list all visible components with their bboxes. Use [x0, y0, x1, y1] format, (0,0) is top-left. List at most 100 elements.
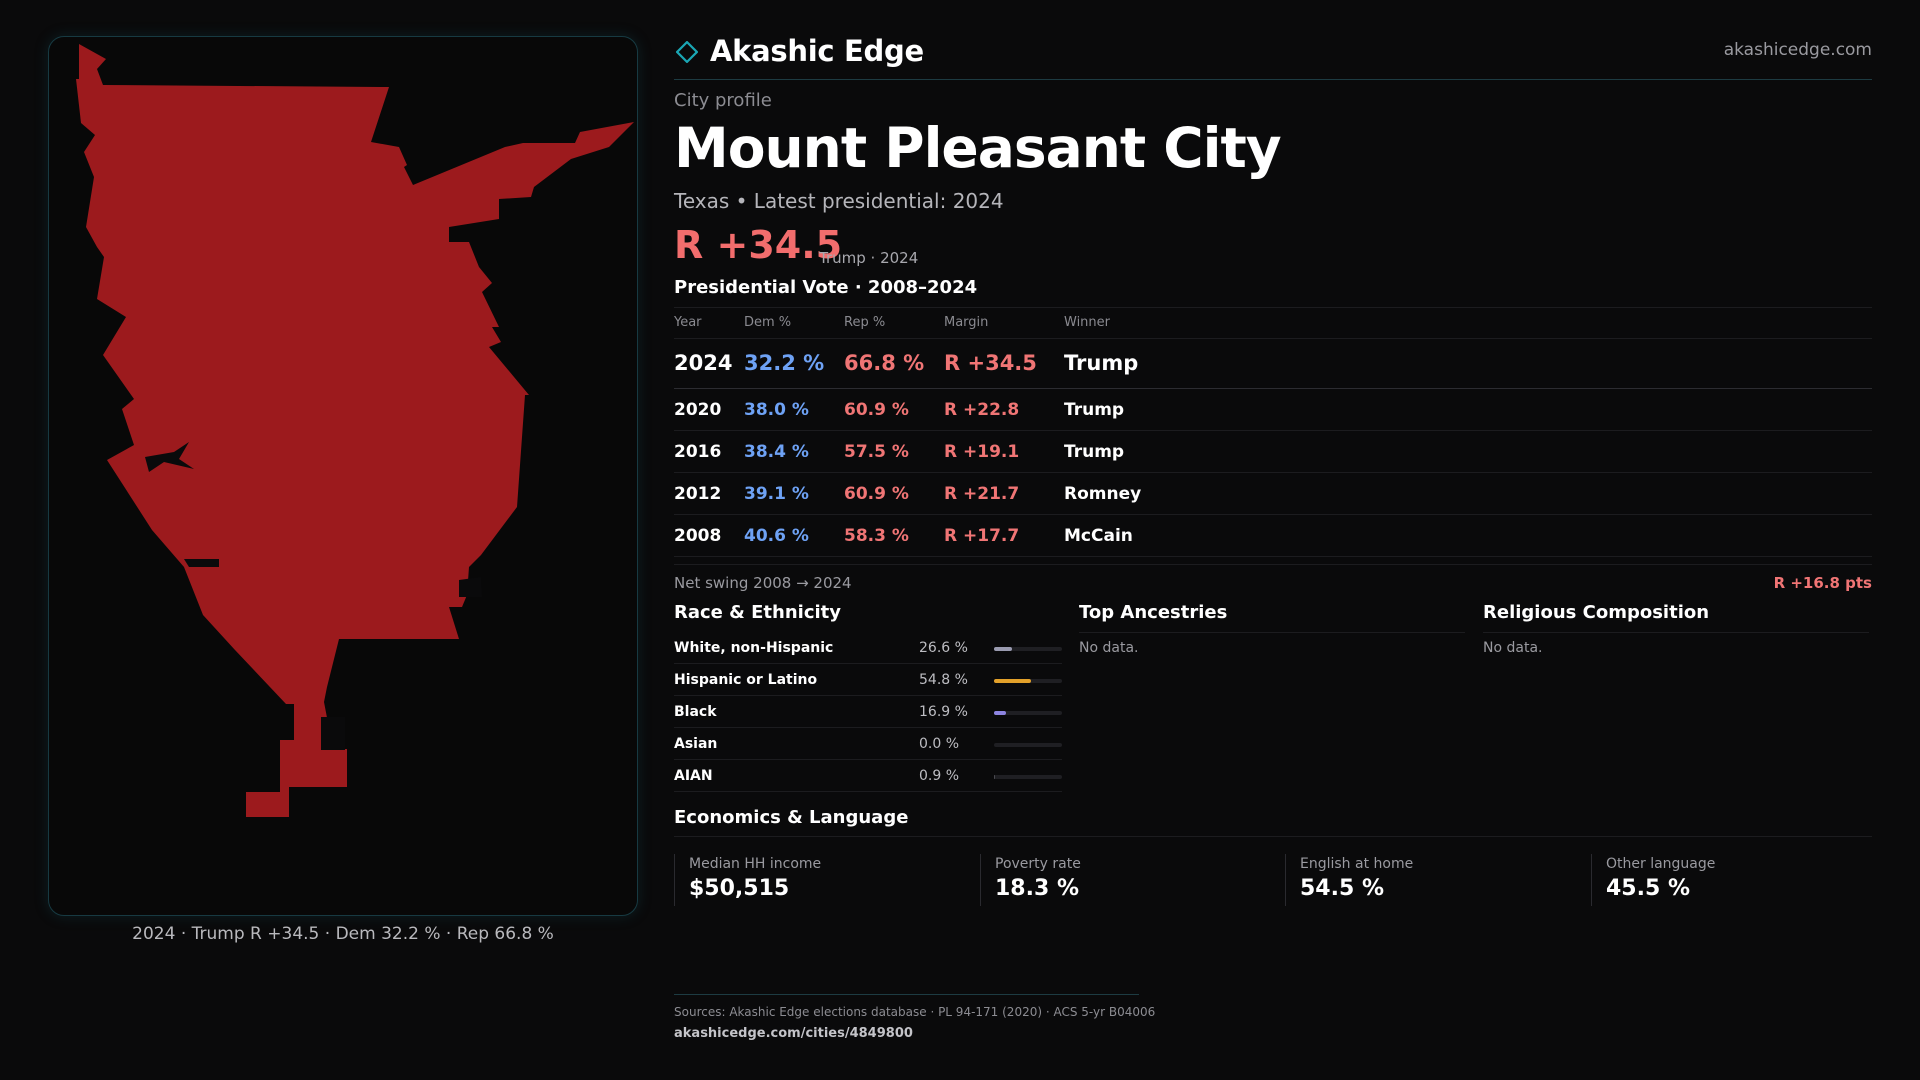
econ-value: 54.5 %: [1300, 876, 1384, 901]
cell-margin: R +21.7: [944, 484, 1020, 504]
map-caption: 2024 · Trump R +34.5 · Dem 32.2 % · Rep …: [132, 924, 554, 944]
ancestries-title: Top Ancestries: [1079, 602, 1228, 623]
table-header-row: Year Dem % Rep % Margin Winner: [674, 307, 1872, 339]
race-label: AIAN: [674, 768, 713, 784]
vote-table-title: Presidential Vote · 2008–2024: [674, 277, 978, 298]
presidential-vote-table: Year Dem % Rep % Margin Winner 2024 32.2…: [674, 307, 1872, 557]
race-percent: 16.9 %: [919, 704, 968, 720]
site-link[interactable]: akashicedge.com: [1723, 40, 1872, 60]
cell-year: 2024: [674, 351, 733, 375]
race-percent: 0.0 %: [919, 736, 960, 752]
cell-winner: McCain: [1064, 526, 1133, 546]
race-bar-fill: [994, 775, 995, 779]
cell-year: 2016: [674, 442, 722, 462]
city-boundary-shape: [76, 44, 634, 817]
economics-title: Economics & Language: [674, 807, 909, 828]
cell-margin: R +22.8: [944, 400, 1020, 420]
econ-value: $50,515: [689, 876, 790, 901]
econ-label: Poverty rate: [995, 856, 1081, 872]
table-row: 2024 32.2 % 66.8 % R +34.5 Trump: [674, 339, 1872, 389]
cell-dem: 40.6 %: [744, 526, 809, 546]
cell-year: 2020: [674, 400, 722, 420]
map-inner-gap: [459, 577, 482, 597]
header-bar: Akashic Edge akashicedge.com: [674, 30, 1872, 80]
econ-label: Median HH income: [689, 856, 822, 872]
cell-dem: 38.4 %: [744, 442, 809, 462]
cell-rep: 58.3 %: [844, 526, 909, 546]
net-swing-value: R +16.8 pts: [1773, 574, 1872, 592]
city-map: [48, 36, 638, 916]
cell-winner: Trump: [1064, 442, 1125, 462]
religion-title: Religious Composition: [1483, 602, 1710, 623]
race-bar-track: [994, 711, 1062, 715]
net-swing-row: Net swing 2008 → 2024 R +16.8 pts: [674, 564, 1872, 594]
cell-year: 2008: [674, 526, 722, 546]
econ-cell-poverty: Poverty rate 18.3 %: [980, 854, 1270, 906]
religion-divider: [1483, 632, 1869, 633]
race-percent: 54.8 %: [919, 672, 968, 688]
profile-content: Akashic Edge akashicedge.com City profil…: [674, 0, 1872, 1080]
cell-year: 2012: [674, 484, 722, 504]
race-label: Hispanic or Latino: [674, 672, 818, 688]
cell-rep: 66.8 %: [844, 351, 925, 375]
sources-text: Sources: Akashic Edge elections database…: [674, 1005, 1156, 1019]
race-row: Hispanic or Latino 54.8 %: [674, 664, 1062, 696]
diamond-logo-icon: [676, 41, 698, 63]
map-inner-gap: [145, 442, 194, 472]
race-row: White, non-Hispanic 26.6 %: [674, 632, 1062, 664]
ancestries-divider: [1079, 632, 1465, 633]
brand-name: Akashic Edge: [710, 34, 924, 68]
cell-margin: R +19.1: [944, 442, 1020, 462]
race-percent: 0.9 %: [919, 768, 960, 784]
race-label: Black: [674, 704, 717, 720]
race-bar-fill: [994, 647, 1013, 651]
econ-label: English at home: [1300, 856, 1414, 872]
cell-dem: 38.0 %: [744, 400, 809, 420]
race-label: White, non-Hispanic: [674, 640, 834, 656]
race-bar-track: [994, 775, 1062, 779]
table-row: 2020 38.0 % 60.9 % R +22.8 Trump: [674, 389, 1872, 431]
col-header-rep: Rep %: [844, 315, 886, 330]
cell-dem: 32.2 %: [744, 351, 825, 375]
map-inner-gap: [321, 717, 345, 750]
cell-winner: Trump: [1064, 400, 1125, 420]
col-header-winner: Winner: [1064, 315, 1111, 330]
race-bar-track: [994, 743, 1062, 747]
city-boundary-map: [76, 44, 634, 817]
race-bar-track: [994, 679, 1062, 683]
cell-margin: R +34.5: [944, 351, 1037, 375]
source-url-link[interactable]: akashicedge.com/cities/4849800: [674, 1026, 913, 1041]
cell-rep: 60.9 %: [844, 400, 909, 420]
net-swing-label: Net swing 2008 → 2024: [674, 574, 852, 592]
cell-margin: R +17.7: [944, 526, 1020, 546]
col-header-dem: Dem %: [744, 315, 792, 330]
table-row: 2008 40.6 % 58.3 % R +17.7 McCain: [674, 515, 1872, 557]
headline-note: Trump · 2024: [819, 249, 919, 267]
page-kicker: City profile: [674, 90, 772, 111]
cell-rep: 60.9 %: [844, 484, 909, 504]
map-inner-gap: [184, 559, 219, 567]
cell-winner: Romney: [1064, 484, 1142, 504]
table-row: 2012 39.1 % 60.9 % R +21.7 Romney: [674, 473, 1872, 515]
race-label: Asian: [674, 736, 718, 752]
race-section-title: Race & Ethnicity: [674, 602, 841, 623]
race-bar-fill: [994, 711, 1006, 715]
economics-divider: [674, 836, 1872, 837]
race-row: AIAN 0.9 %: [674, 760, 1062, 792]
econ-cell-other-language: Other language 45.5 %: [1591, 854, 1881, 906]
econ-value: 45.5 %: [1606, 876, 1690, 901]
page-subtitle: Texas • Latest presidential: 2024: [674, 189, 1004, 213]
ancestries-empty: No data.: [1079, 640, 1139, 656]
race-row: Black 16.9 %: [674, 696, 1062, 728]
cell-winner: Trump: [1064, 351, 1139, 375]
econ-cell-income: Median HH income $50,515: [674, 854, 964, 906]
cell-dem: 39.1 %: [744, 484, 809, 504]
col-header-margin: Margin: [944, 315, 989, 330]
page-title: Mount Pleasant City: [674, 116, 1282, 180]
econ-cell-english: English at home 54.5 %: [1285, 854, 1575, 906]
race-percent: 26.6 %: [919, 640, 968, 656]
race-bar-fill: [994, 679, 1032, 683]
econ-value: 18.3 %: [995, 876, 1079, 901]
sources-divider: [674, 994, 1139, 995]
race-row: Asian 0.0 %: [674, 728, 1062, 760]
